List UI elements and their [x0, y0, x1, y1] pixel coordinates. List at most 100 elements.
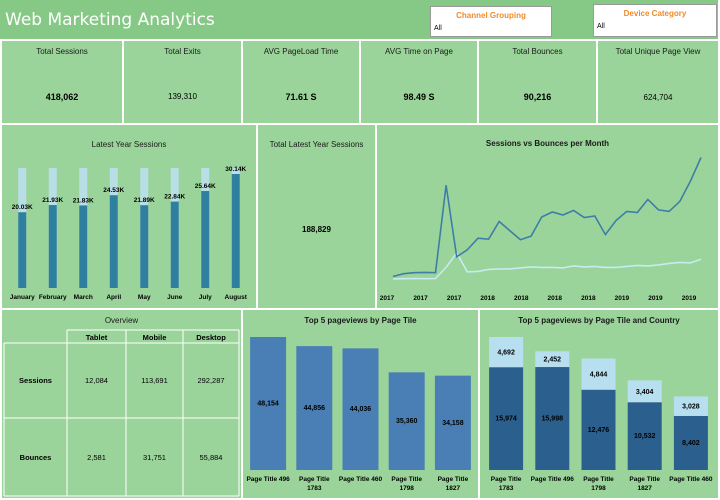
session-bar — [79, 205, 88, 288]
top5-country-title: Top 5 pageviews by Page Tile and Country — [518, 316, 680, 325]
year-tick: 2018 — [548, 295, 563, 302]
pageview-bar-label: 34,158 — [442, 420, 464, 427]
app-title: Web Marketing Analytics — [5, 10, 215, 30]
year-tick: 2019 — [648, 295, 663, 302]
sessions-vs-bounces-title: Sessions vs Bounces per Month — [485, 139, 610, 148]
kpi-card-total-exits: Total Exits 139,310 — [124, 41, 241, 123]
kpi-label: Total Exits — [164, 47, 201, 56]
session-bar-label: 22.84K — [164, 194, 185, 201]
country-bar-bottom — [489, 367, 524, 470]
country-bar-bottom-label: 12,476 — [588, 427, 610, 434]
kpi-value: 71.61 S — [285, 92, 317, 102]
top5-pageviews-chart: 48,154 Page Title 496 44,856 Page Title 1783… — [246, 337, 471, 492]
page-title-label: 1783 — [499, 485, 514, 492]
session-bar-label: 21.83K — [73, 197, 94, 204]
pageview-bar-label: 35,360 — [396, 418, 418, 425]
page-title-label: 1783 — [307, 485, 322, 492]
latest-year-sessions-panel: Latest Year Sessions 20.03K January 21.93K… — [2, 125, 256, 308]
sessions-line — [392, 157, 702, 278]
country-bar-bottom-label: 10,532 — [634, 433, 656, 440]
overview-row-bounces: Bounces — [19, 453, 52, 462]
country-bar-top-label: 4,844 — [590, 372, 608, 379]
pageview-bar — [296, 346, 333, 470]
kpi-card-avg-pageload: AVG PageLoad Time 71.61 S — [243, 41, 359, 123]
overview-cell: 292,287 — [197, 376, 225, 385]
session-bar — [48, 205, 57, 288]
session-bar — [140, 205, 149, 288]
kpi-card-avg-time-on-page: AVG Time on Page 98.49 S — [361, 41, 477, 123]
page-title-label: 1827 — [637, 485, 652, 492]
kpi-label: Total Sessions — [36, 47, 88, 56]
overview-panel: Overview Tablet Mobile Desktop Sessions … — [2, 310, 241, 498]
country-bar-top — [627, 380, 662, 403]
pageview-bar — [250, 337, 287, 470]
total-latest-label: Total Latest Year Sessions — [269, 140, 364, 149]
overview-cell: 2,581 — [87, 453, 106, 462]
sessions-vs-bounces-panel: Sessions vs Bounces per Month 2017 2017 20… — [377, 125, 718, 308]
pageview-bar — [388, 372, 425, 470]
session-bar-label: 21.89K — [134, 197, 155, 204]
page-title-label: Page Title 460 — [669, 476, 713, 483]
kpi-card-total-sessions: Total Sessions 418,062 — [2, 41, 122, 123]
year-tick: 2018 — [514, 295, 529, 302]
page-title-label: Page Title 460 — [339, 476, 383, 483]
page-title-label: Page Title 496 — [531, 476, 575, 483]
page-title-label: Page Title — [491, 476, 522, 483]
year-tick: 2017 — [447, 295, 462, 302]
country-bar-top — [673, 396, 708, 416]
pageview-bar-label: 44,856 — [304, 405, 326, 412]
overview-col-desktop: Desktop — [196, 333, 226, 342]
country-bar-top-label: 3,404 — [636, 389, 654, 396]
pageview-bar-label: 44,036 — [350, 406, 372, 413]
month-label: August — [225, 294, 248, 301]
year-tick: 2018 — [581, 295, 596, 302]
top5-country-panel: Top 5 pageviews by Page Tile and Country… — [480, 310, 718, 498]
page-title-label: Page Title — [438, 476, 469, 483]
top5-country-chart: 15,974 4,692 Page Title 1783 15,998 2,452 Page… — [489, 337, 713, 492]
kpi-card-unique-page-view: Total Unique Page View 624,704 — [598, 41, 718, 123]
device-category-value[interactable]: All — [597, 23, 605, 30]
page-title-label: 1798 — [591, 485, 606, 492]
country-bar-top-label: 4,692 — [497, 350, 515, 357]
session-bar — [109, 195, 118, 288]
channel-grouping-slicer[interactable]: Channel Grouping All — [430, 6, 552, 37]
pageview-bar-label: 48,154 — [257, 401, 279, 408]
country-bar-bottom — [627, 402, 662, 470]
page-title-label: Page Title 496 — [246, 476, 290, 483]
kpi-value: 98.49 S — [403, 92, 435, 102]
year-tick: 2017 — [380, 295, 395, 302]
country-bar-bottom-label: 8,402 — [682, 440, 700, 447]
total-latest-year-sessions-card: Total Latest Year Sessions 188,829 — [258, 125, 375, 308]
device-category-label: Device Category — [623, 9, 687, 18]
kpi-label: Total Unique Page View — [615, 47, 701, 56]
year-tick: 2017 — [413, 295, 428, 302]
kpi-card-total-bounces: Total Bounces 90,216 — [479, 41, 596, 123]
year-tick: 2018 — [480, 295, 495, 302]
session-bar-label: 21.93K — [42, 197, 63, 204]
country-bar-bottom-label: 15,998 — [542, 416, 564, 423]
month-label: May — [138, 294, 151, 301]
page-title-label: 1798 — [399, 485, 414, 492]
latest-year-sessions-chart: 20.03K January 21.93K February 21.83K March 24… — [10, 166, 248, 301]
month-label: March — [74, 294, 93, 301]
device-category-slicer[interactable]: Device Category All — [593, 4, 717, 37]
channel-grouping-value[interactable]: All — [434, 25, 442, 32]
session-bar — [18, 212, 27, 288]
kpi-label: AVG Time on Page — [385, 47, 453, 56]
kpi-value: 139,310 — [168, 92, 197, 101]
month-label: June — [167, 294, 183, 301]
country-bar-bottom — [535, 367, 570, 470]
overview-cell: 12,084 — [85, 376, 108, 385]
kpi-value: 418,062 — [45, 92, 79, 102]
month-label: January — [10, 294, 35, 301]
pageview-bar — [342, 348, 379, 470]
country-bar-bottom — [673, 415, 708, 470]
page-title-label: 1827 — [446, 485, 461, 492]
month-label: February — [39, 294, 67, 301]
country-bar-top — [535, 351, 570, 368]
channel-grouping-label: Channel Grouping — [456, 11, 526, 20]
page-title-label: Page Title — [391, 476, 422, 483]
country-bar-top-label: 3,028 — [682, 404, 700, 411]
session-bar-label: 30.14K — [225, 166, 246, 173]
country-bar-top — [489, 337, 524, 368]
